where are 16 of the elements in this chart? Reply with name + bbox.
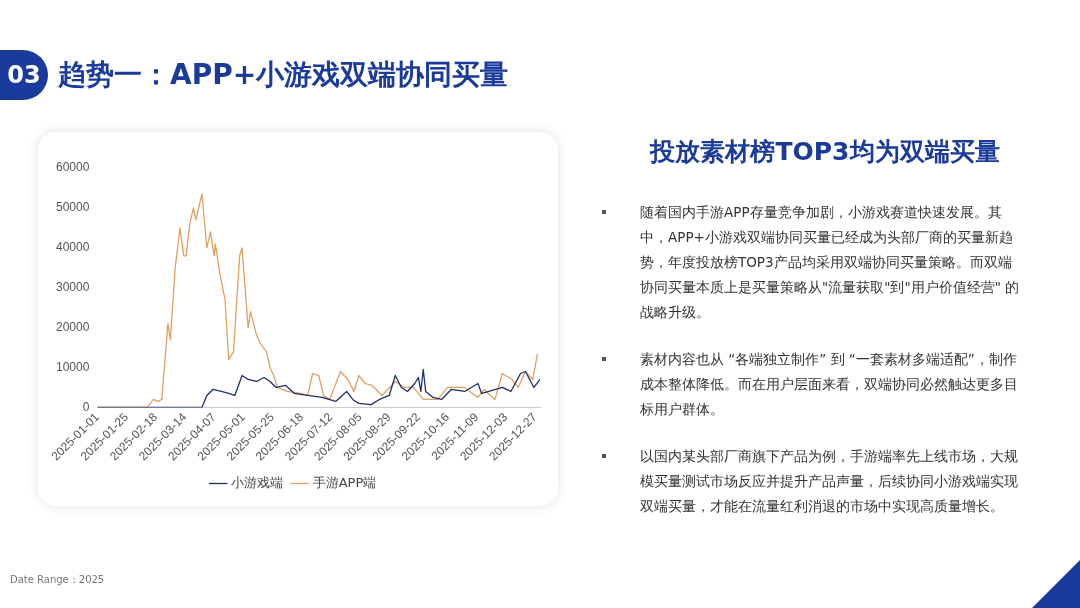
y-tick-label: 30000 <box>55 280 90 295</box>
y-tick-label: 10000 <box>55 359 90 374</box>
text: Date Range：2025 <box>10 573 105 587</box>
text: 03 <box>0 50 48 100</box>
text: 投放素材榜TOP3均为双端买量 <box>648 136 1001 168</box>
text: 随着国内手游APP存量竞争加剧，小游戏赛道快速发展。其中，APP+小游戏双端协同买量已经成为头部厂商的买量新趋势，年度投放榜TOP3产品均采用双端协同买量策略。而双端协同买量本质上是买量策略从"流量获取"到"用户价值经营" 的战略升级。 <box>639 203 1020 322</box>
y-tick-label: 0 <box>82 399 90 414</box>
legend-label: 手游APP端 <box>312 474 377 490</box>
y-tick-label: 20000 <box>55 319 90 334</box>
chart-title: 趋势一：APP+小游戏双端协同买量 <box>58 57 509 93</box>
text: 素材内容也从 “各端独立制作” 到 “一套素材多端适配”，制作成本整体降低。而在用户层面来看，双端协同必然触达更多目标用户群体。 <box>639 350 1019 419</box>
legend-label: 小游戏端 <box>231 474 284 490</box>
y-tick-label: 50000 <box>55 200 90 215</box>
y-tick-label: 40000 <box>55 240 90 255</box>
y-tick-label: 60000 <box>55 160 90 175</box>
text: 以国内某头部厂商旗下产品为例，手游端率先上线市场，大规模买量测试市场反应并提升产品声量，后续协同小游戏端实现双端买量，才能在流量红利消退的市场中实现高质量增长。 <box>639 447 1019 516</box>
